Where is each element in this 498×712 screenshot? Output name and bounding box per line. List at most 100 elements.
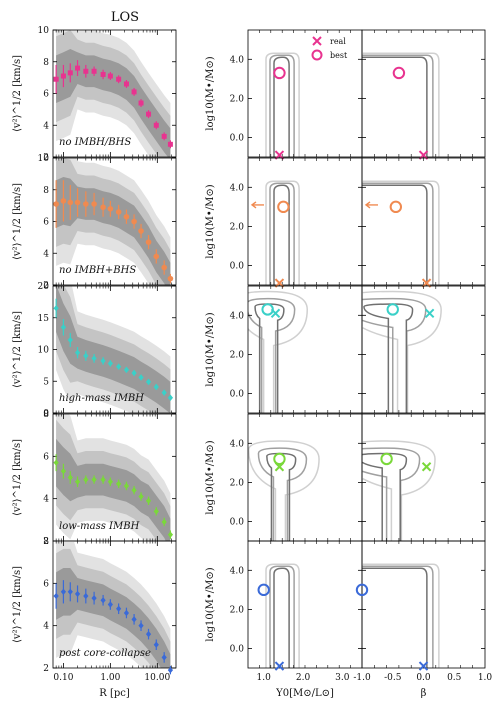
data-point: [167, 275, 174, 282]
y-tick-label: 0.0: [230, 133, 245, 143]
x-axis-label: Υ0[M⊙/L⊙]: [275, 688, 334, 699]
row-label: no IMBH/BHS: [59, 137, 131, 148]
data-point: [116, 605, 122, 612]
y-tick-label: 4: [43, 121, 49, 131]
y-tick-label: 8: [43, 58, 49, 68]
data-point: [153, 641, 159, 648]
contour-line: [362, 182, 434, 285]
data-point: [53, 459, 59, 466]
data-point: [83, 201, 89, 207]
ups-panel: 0.0 2.0 4.0 log10(M•/M⊙): [205, 285, 363, 414]
y-tick-label: 0.0: [230, 517, 245, 527]
data-point: [107, 206, 114, 212]
data-point: [145, 378, 152, 386]
y-axis-label: ⟨v²⟩^1/2 [km/s]: [12, 311, 23, 388]
profile-panel: 2 4 6 8 ⟨v²⟩^1/2 [km/s] low-mass IMBH: [12, 410, 177, 547]
figure-title: LOS: [111, 10, 139, 25]
data-point: [161, 389, 167, 396]
legend-real-marker: [312, 36, 322, 46]
data-point: [123, 81, 129, 87]
y-axis-label: log10(M•/M⊙): [205, 440, 216, 514]
data-point: [138, 374, 144, 381]
legend-best-marker: [311, 49, 323, 61]
data-point: [161, 133, 167, 139]
x-tick-label: 0.5: [447, 673, 462, 683]
contour-line: [362, 447, 421, 541]
contour-group: [265, 563, 300, 668]
data-point: [138, 493, 144, 500]
model-band-group: [56, 414, 171, 541]
y-tick-label: 0.0: [230, 644, 245, 654]
data-point: [145, 630, 152, 638]
data-point: [138, 100, 144, 106]
contour-group: [362, 180, 440, 285]
data-point: [153, 122, 159, 128]
y-axis-label: ⟨v²⟩^1/2 [km/s]: [12, 55, 23, 132]
data-point: [74, 199, 81, 206]
best-fit-marker: [386, 303, 399, 316]
data-point: [167, 666, 174, 674]
data-point: [123, 213, 130, 220]
contour-line: [362, 297, 427, 413]
data-point: [123, 609, 130, 617]
data-point: [167, 141, 173, 147]
panel-frame: [52, 540, 177, 669]
contour-line: [257, 447, 308, 541]
y-tick-label: 4: [43, 622, 49, 632]
contour-group: [265, 52, 300, 157]
y-tick-label: 6: [43, 579, 49, 589]
x-tick-label: 0.10: [53, 673, 73, 683]
best-fit-marker: [273, 452, 286, 466]
data-point: [100, 476, 106, 483]
data-point: [153, 253, 160, 260]
data-point: [100, 71, 106, 77]
y-tick-label: 0.0: [230, 261, 245, 271]
data-point: [83, 352, 89, 360]
row-label: no IMBH+BHS: [59, 265, 136, 276]
y-tick-label: 10: [38, 26, 50, 36]
y-axis-label: log10(M•/M⊙): [205, 567, 216, 641]
best-fit-marker: [261, 303, 274, 316]
data-point: [131, 89, 137, 95]
contour-group: [362, 563, 440, 668]
y-tick-label: 2.0: [230, 222, 245, 232]
data-point: [60, 73, 66, 79]
y-tick-label: 0: [43, 409, 49, 419]
data-point: [161, 654, 167, 661]
data-point: [60, 198, 67, 204]
data-point: [131, 487, 137, 494]
panel-frame: [247, 413, 363, 542]
y-tick-label: 20: [38, 282, 50, 292]
y-tick-label: 4.0: [230, 55, 245, 65]
data-point: [91, 201, 97, 207]
data-point: [91, 476, 97, 483]
data-point: [83, 476, 89, 483]
y-tick-label: 2: [43, 281, 49, 291]
data-point: [116, 480, 122, 488]
y-tick-label: 2.0: [230, 605, 245, 615]
data-point: [67, 70, 73, 76]
y-tick-label: 15: [38, 314, 50, 324]
x-tick-label: 2.0: [296, 673, 311, 683]
data-point: [67, 588, 73, 595]
data-point: [60, 467, 67, 475]
contour-line: [362, 52, 440, 157]
data-point: [74, 349, 81, 356]
contour-line: [273, 567, 290, 668]
contour-line: [265, 180, 300, 285]
contour-line: [254, 303, 285, 413]
y-tick-label: 2.0: [230, 478, 245, 488]
contour-line: [265, 52, 300, 157]
profile-panel: 2 4 6 8 10 ⟨v²⟩^1/2 [km/s] no IMBH/BHS: [12, 26, 177, 163]
y-axis-label: log10(M•/M⊙): [205, 56, 216, 130]
contour-line: [273, 56, 290, 157]
profile-panel: 0 5 10 15 20 ⟨v²⟩^1/2 [km/s] high-mass IMBH: [12, 282, 177, 419]
model-band: [56, 286, 171, 413]
x-tick-label: -1.0: [353, 673, 371, 683]
x-axis-label: R [pc]: [99, 688, 130, 699]
data-point: [53, 76, 59, 82]
y-tick-label: 6: [43, 452, 49, 462]
contour-line: [248, 297, 296, 413]
best-fit-marker: [392, 66, 406, 80]
contour-line: [362, 290, 442, 413]
